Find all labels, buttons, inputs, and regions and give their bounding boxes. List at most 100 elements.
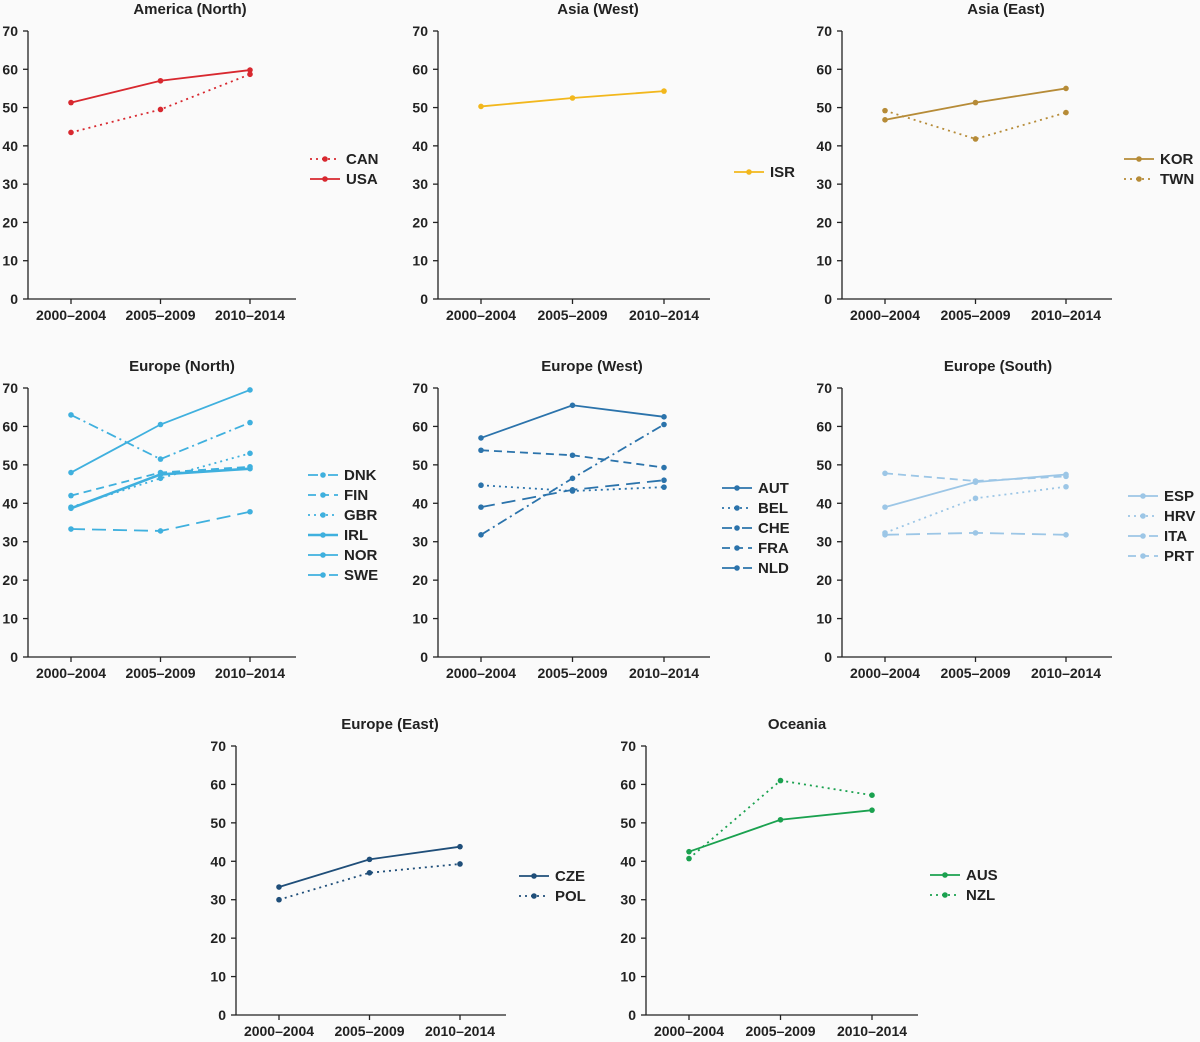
panel-oceania: Oceania 0 10 20 30 40 50 60 70 2000–2004 2005–2009…	[620, 716, 997, 1039]
legend-label: IRL	[344, 527, 368, 544]
legend-marker	[320, 532, 326, 538]
legend-label: CZE	[555, 868, 585, 885]
data-point-prt	[972, 478, 979, 484]
legend-marker	[942, 892, 948, 898]
x-tick-label: 2000–2004	[36, 307, 106, 323]
y-tick-label: 50	[412, 457, 428, 473]
data-point-nzl	[686, 855, 692, 862]
legend-marker	[734, 565, 740, 571]
panel-title: Asia (West)	[557, 1, 638, 18]
legend-item-irl: IRL	[308, 527, 368, 544]
series-twn	[882, 107, 1069, 142]
series-kor	[882, 85, 1069, 123]
y-tick-label: 50	[2, 457, 18, 473]
y-tick-label: 40	[412, 138, 428, 154]
data-point-bel	[478, 482, 484, 489]
legend-label: SWE	[344, 567, 378, 584]
y-tick-label: 20	[816, 214, 832, 230]
y-tick-label: 70	[2, 380, 18, 396]
y-tick-label: 70	[816, 23, 832, 39]
x-tick-label: 2010–2014	[629, 665, 699, 681]
legend-label: DNK	[344, 467, 377, 484]
y-tick-label: 60	[816, 418, 832, 434]
y-tick-label: 70	[412, 23, 428, 39]
data-point-nzl	[869, 792, 875, 798]
data-point-usa	[247, 67, 253, 73]
data-point-cze	[366, 856, 373, 863]
panel-title: America (North)	[133, 1, 246, 18]
y-tick-label: 60	[816, 61, 832, 77]
y-tick-label: 40	[2, 495, 18, 511]
legend-marker	[1140, 493, 1146, 499]
data-point-cze	[457, 843, 463, 850]
legend-label: CAN	[346, 151, 379, 168]
series-usa	[68, 67, 253, 106]
data-point-che	[478, 531, 484, 538]
y-tick-label: 30	[620, 892, 636, 908]
y-tick-label: 30	[2, 176, 18, 192]
series-dnk	[68, 412, 253, 462]
legend-item-aus: AUS	[930, 867, 998, 884]
data-point-swe	[247, 508, 253, 515]
data-point-twn	[972, 136, 979, 142]
x-tick-label: 2005–2009	[940, 665, 1010, 681]
y-tick-label: 10	[210, 969, 226, 985]
x-tick-label: 2005–2009	[537, 307, 607, 323]
series-nld	[478, 477, 667, 510]
data-point-che	[569, 475, 576, 482]
legend-label: USA	[346, 171, 378, 188]
legend-marker	[734, 505, 740, 511]
panel-europe-north: Europe (North) 0 10 20 30 40 50 60 70 2000–2004 20…	[2, 358, 378, 681]
data-point-usa	[68, 99, 74, 106]
y-tick-label: 0	[628, 1007, 636, 1023]
series-line-pol	[278, 863, 461, 901]
legend-label: HRV	[1164, 508, 1195, 525]
data-point-can	[157, 106, 164, 113]
data-point-usa	[157, 77, 164, 84]
data-point-irl	[68, 505, 74, 512]
y-tick-label: 20	[412, 214, 428, 230]
series-line-can	[70, 73, 251, 134]
legend-marker	[531, 873, 537, 879]
data-point-twn	[1063, 109, 1069, 116]
y-tick-label: 0	[10, 291, 18, 307]
x-tick-label: 2010–2014	[215, 307, 285, 323]
y-tick-label: 70	[210, 738, 226, 754]
data-point-aus	[777, 816, 784, 823]
y-tick-label: 40	[620, 853, 636, 869]
x-tick-label: 2010–2014	[629, 307, 699, 323]
data-point-ita	[972, 530, 979, 536]
legend-item-bel: BEL	[722, 500, 788, 517]
data-point-nor	[247, 387, 253, 393]
x-tick-label: 2000–2004	[36, 665, 106, 681]
x-tick-label: 2000–2004	[446, 307, 516, 323]
y-tick-label: 40	[816, 138, 832, 154]
series-line-prt	[884, 472, 1067, 482]
data-point-aus	[869, 807, 875, 813]
panel-europe-east: Europe (East) 0 10 20 30 40 50 60 70 2000–2004 200…	[210, 716, 585, 1039]
series-che	[478, 421, 667, 538]
y-tick-label: 60	[412, 418, 428, 434]
legend-marker	[531, 893, 537, 899]
series-swe	[68, 508, 253, 534]
legend-item-twn: TWN	[1124, 171, 1194, 188]
legend-label: NOR	[344, 547, 378, 564]
data-point-pol	[276, 896, 282, 903]
legend-label: PRT	[1164, 548, 1194, 565]
legend-item-usa: USA	[310, 171, 378, 188]
x-tick-label: 2010–2014	[215, 665, 285, 681]
legend-item-nzl: NZL	[930, 887, 995, 904]
y-tick-label: 40	[412, 495, 428, 511]
data-point-esp	[882, 504, 888, 510]
data-point-swe	[157, 528, 164, 534]
y-tick-label: 30	[816, 534, 832, 550]
y-tick-label: 60	[2, 418, 18, 434]
x-tick-label: 2000–2004	[446, 665, 516, 681]
legend-label: TWN	[1160, 171, 1194, 188]
x-tick-label: 2000–2004	[850, 307, 920, 323]
y-tick-label: 40	[2, 138, 18, 154]
panel-title: Oceania	[768, 716, 827, 733]
series-nzl	[686, 777, 875, 862]
data-point-irl	[247, 465, 253, 472]
